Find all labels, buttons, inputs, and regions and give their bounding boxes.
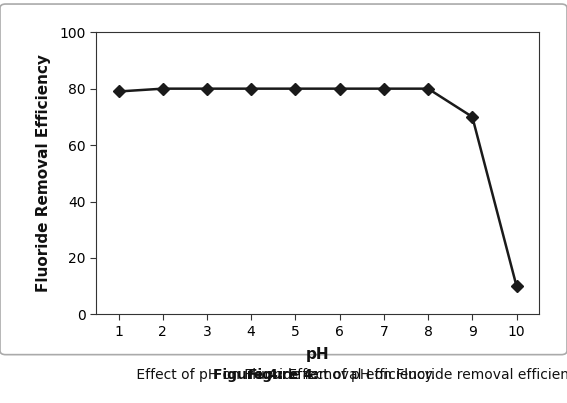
Text: Effect of pH on Fluoride removal efficiency.: Effect of pH on Fluoride removal efficie…	[132, 368, 435, 382]
Y-axis label: Fluoride Removal Efficiency: Fluoride Removal Efficiency	[36, 54, 51, 292]
X-axis label: pH: pH	[306, 347, 329, 362]
Text: Figure 4:: Figure 4:	[248, 368, 319, 382]
Text: Figure 4:: Figure 4:	[213, 368, 284, 382]
Text: Effect of pH on Fluoride removal efficiency.: Effect of pH on Fluoride removal efficie…	[284, 368, 567, 382]
Text: Figure 4: Effect of pH on Fluoride removal efficiency.: Figure 4: Effect of pH on Fluoride remov…	[101, 368, 466, 382]
FancyBboxPatch shape	[0, 4, 567, 355]
